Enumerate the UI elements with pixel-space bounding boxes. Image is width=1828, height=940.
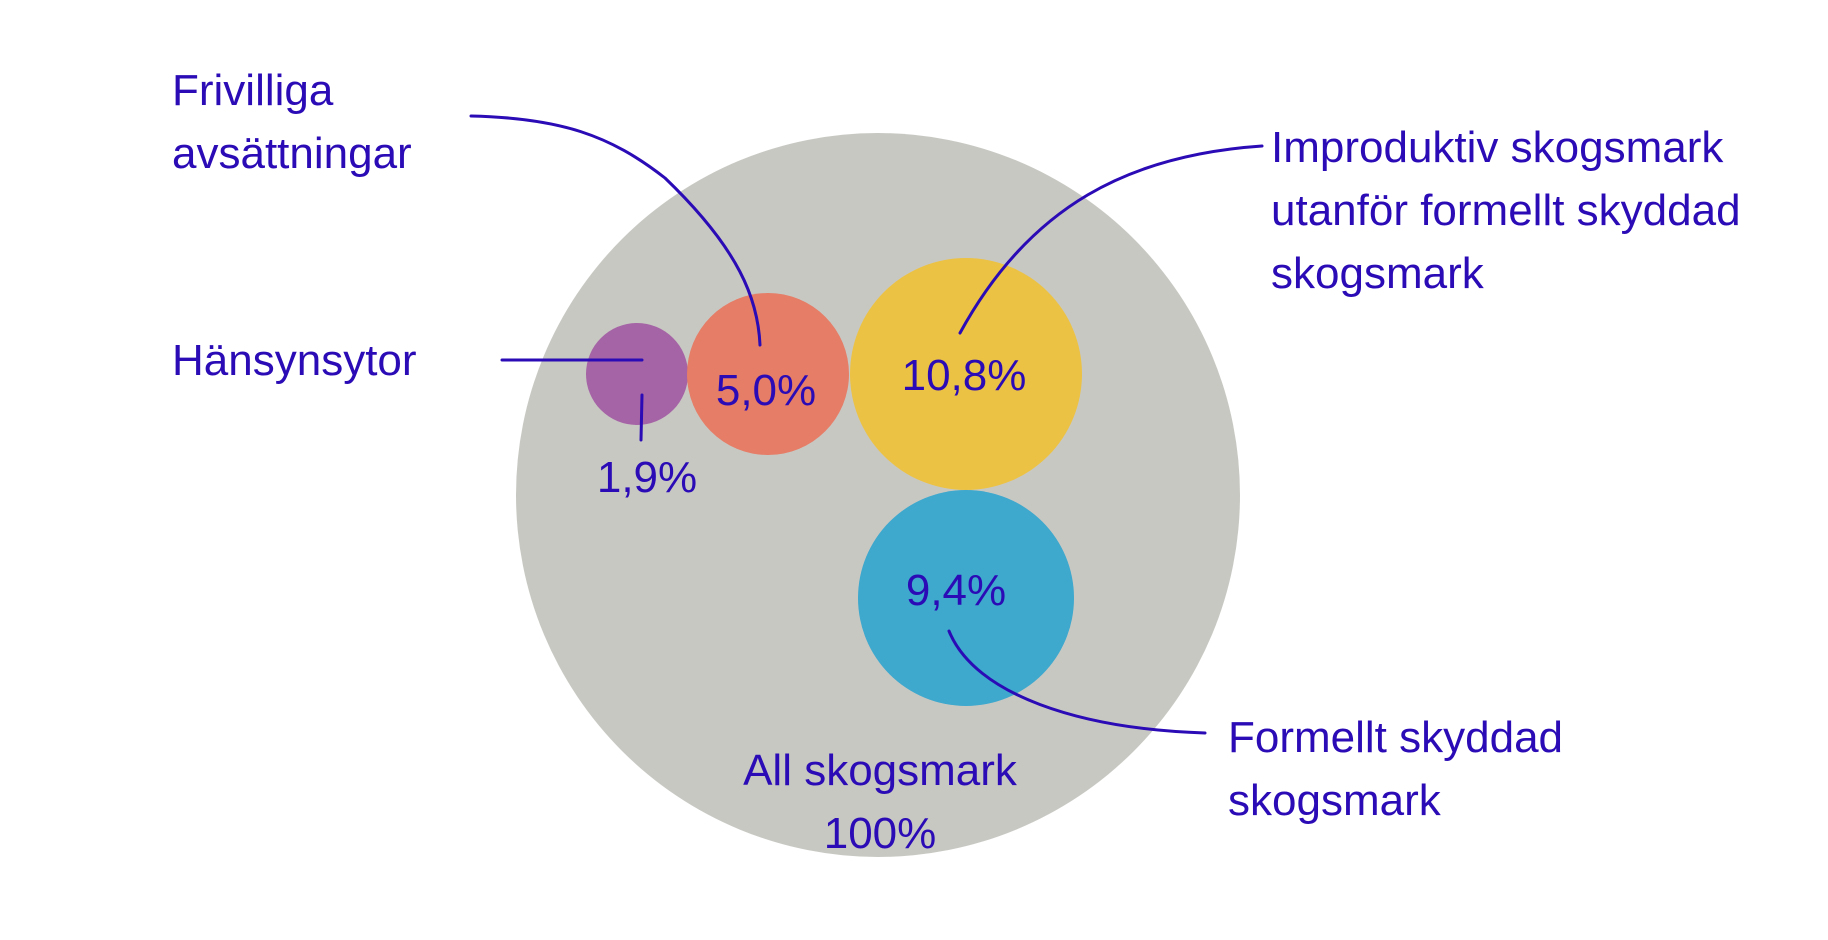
callout-improduktiv-line2: utanför formellt skyddad (1271, 186, 1741, 235)
callout-improduktiv-line3: skogsmark (1271, 249, 1485, 298)
value-label-improduktiv: 10,8% (902, 351, 1027, 400)
leader-line-formellt (947, 629, 1207, 735)
value-label-frivilliga: 5,0% (716, 366, 816, 415)
leader-line-hansynsytor-value (639, 393, 644, 442)
callout-hansynsytor: Hänsynsytor (172, 336, 417, 385)
value-label-formellt: 9,4% (906, 566, 1006, 615)
bubble-frivilliga-avsattningar (687, 293, 849, 455)
callout-frivilliga-line2: avsättningar (172, 129, 412, 178)
callout-frivilliga-line1: Frivilliga (172, 66, 334, 115)
callout-formellt-line2: skogsmark (1228, 776, 1442, 825)
callout-formellt-line1: Formellt skyddad (1228, 713, 1563, 762)
callout-total-line2: 100% (824, 809, 937, 858)
callout-improduktiv-line1: Improduktiv skogsmark (1271, 123, 1724, 172)
leader-line-frivilliga (469, 114, 762, 347)
bubble-formellt-skyddad (858, 490, 1074, 706)
callout-total-line1: All skogsmark (743, 746, 1018, 795)
bubble-hansynsytor (586, 323, 688, 425)
leader-line-improduktiv (958, 144, 1264, 335)
bubble-improduktiv-skogsmark (850, 258, 1082, 490)
value-label-hansynsytor: 1,9% (597, 453, 697, 502)
